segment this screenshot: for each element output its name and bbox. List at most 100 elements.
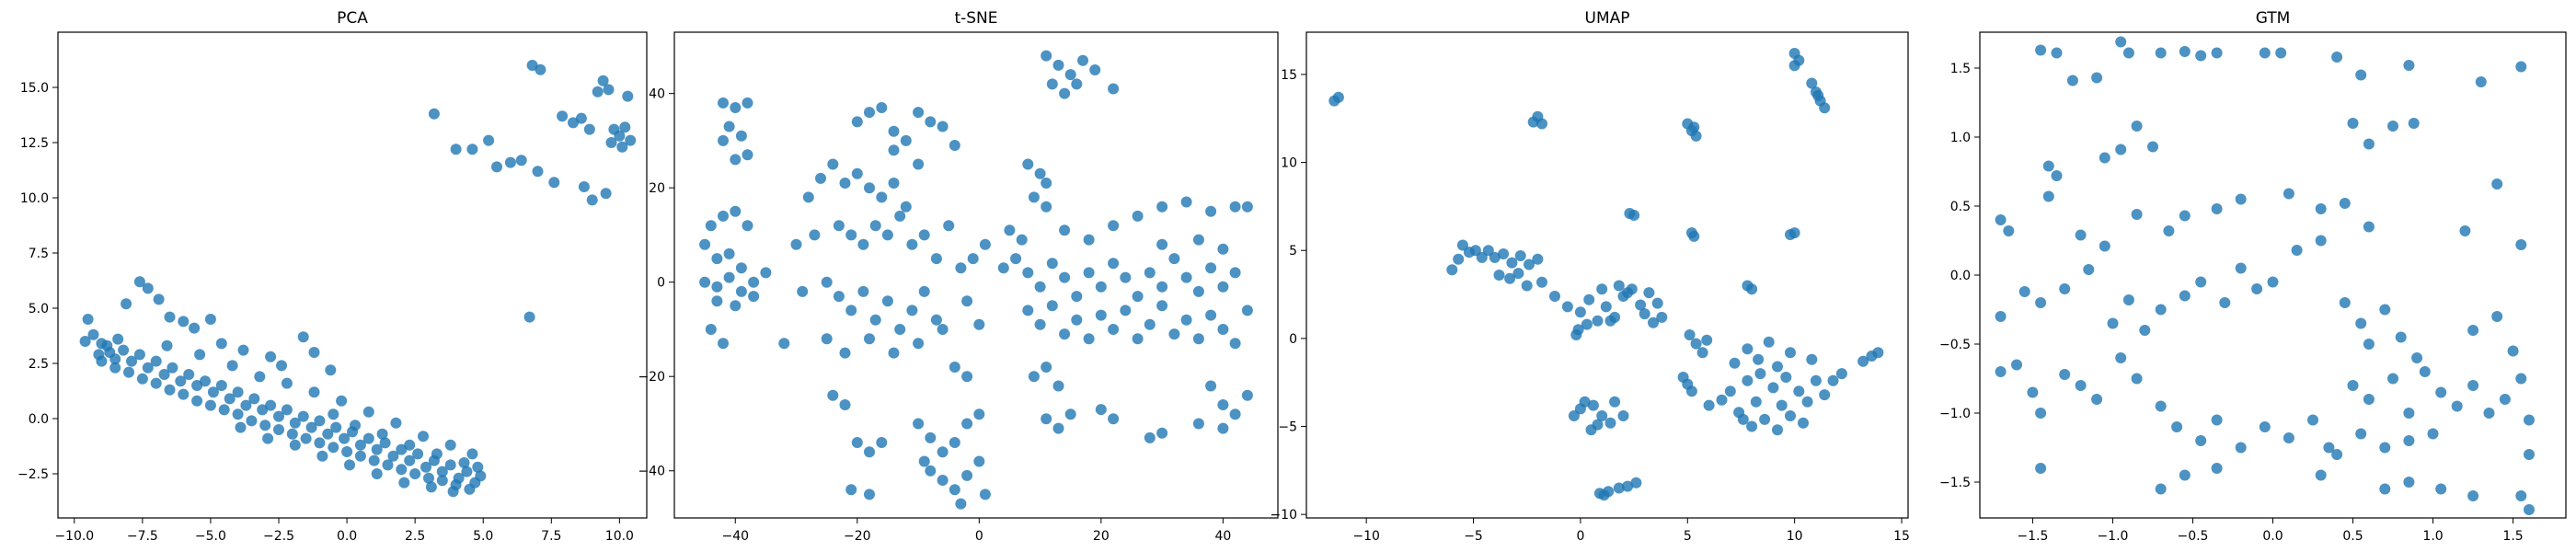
scatter-point (1598, 489, 1610, 501)
scatter-point (1046, 258, 1058, 270)
scatter-point (215, 380, 227, 391)
x-tick-label: 40 (1214, 529, 1231, 544)
scatter-point (845, 484, 857, 496)
scatter-point (888, 347, 900, 359)
scatter-point (297, 331, 309, 343)
scatter-point (1022, 267, 1034, 279)
scatter-point (723, 271, 735, 283)
scatter-point (1132, 333, 1144, 345)
scatter-point (578, 181, 590, 192)
y-tick-label: 20 (649, 181, 665, 196)
scatter-point (1810, 374, 1822, 386)
axes-frame (57, 31, 648, 519)
scatter-point (2251, 283, 2263, 294)
scatter-point (833, 291, 845, 303)
x-tick-label: 5 (1684, 529, 1692, 544)
scatter-point (371, 468, 383, 479)
scatter-point (748, 276, 760, 288)
scatter-point (1041, 201, 1052, 213)
scatter-point (515, 155, 527, 167)
scatter-point (2323, 442, 2335, 454)
scatter-point (2179, 210, 2191, 222)
scatter-point (949, 484, 960, 496)
scatter-point (1806, 77, 1818, 89)
scatter-point (341, 446, 353, 457)
scatter-point (2379, 442, 2391, 454)
scatter-point (918, 229, 930, 241)
scatter-point (133, 276, 145, 288)
scatter-point (276, 360, 287, 372)
scatter-point (1241, 305, 1253, 316)
scatter-point (1046, 300, 1058, 312)
scatter-point (1064, 408, 1076, 420)
scatter-point (2091, 72, 2103, 84)
scatter-point (2131, 209, 2143, 220)
scatter-point (1144, 318, 1156, 330)
scatter-point (362, 432, 374, 444)
scatter-point (1812, 89, 1824, 101)
scatter-point (191, 380, 203, 391)
y-tick-label: −40 (638, 465, 665, 479)
scatter-point (583, 123, 595, 135)
scatter-point (821, 333, 833, 345)
scatter-point (2307, 414, 2318, 426)
scatter-point (368, 454, 380, 466)
scatter-point (265, 351, 277, 362)
scatter-point (207, 386, 219, 398)
scatter-point (2107, 317, 2119, 329)
scatter-point (2403, 435, 2415, 446)
scatter-point (2091, 394, 2103, 405)
chart-panel-umap: UMAP −10 −5 0 5 10 15 −10 −5 0 5 10 15 (1270, 9, 1909, 544)
scatter-point (1041, 50, 1052, 62)
scatter-point (1168, 253, 1180, 265)
scatter-point (1806, 353, 1818, 365)
scatter-point (900, 201, 912, 213)
scatter-point (412, 448, 424, 460)
scatter-point (943, 220, 955, 232)
scatter-point (930, 253, 942, 265)
scatter-point (888, 144, 900, 156)
scatter-point (1746, 420, 1758, 432)
scatter-point (204, 314, 216, 325)
scatter-point (1089, 64, 1101, 75)
scatter-point (705, 324, 717, 335)
scatter-point (2427, 428, 2439, 440)
scatter-point (1083, 234, 1095, 246)
scatter-point (2291, 245, 2303, 256)
scatter-point (2035, 463, 2047, 474)
scatter-point (472, 461, 484, 473)
scatter-point (1034, 318, 1046, 330)
scatter-point (404, 454, 416, 466)
scatter-point (2035, 44, 2047, 56)
scatter-point (2459, 225, 2471, 236)
scatter-point (1750, 396, 1762, 408)
scatter-point (1536, 118, 1547, 130)
scatter-point (232, 408, 244, 420)
y-tick-label: −1.0 (1939, 407, 1971, 421)
scatter-points (699, 50, 1253, 510)
scatter-point (2499, 394, 2511, 405)
x-tick-label: 1.0 (2422, 529, 2443, 544)
scatter-point (281, 377, 293, 389)
scatter-point (1696, 347, 1708, 359)
scatter-point (718, 134, 729, 146)
scatter-point (240, 399, 252, 411)
scatter-point (1742, 374, 1754, 386)
scatter-point (973, 318, 985, 330)
scatter-point (1630, 477, 1642, 489)
scatter-point (246, 415, 258, 427)
scatter-point (961, 295, 973, 307)
scatter-point (1108, 324, 1120, 335)
scatter-point (2408, 118, 2420, 129)
scatter-point (2155, 483, 2167, 495)
scatter-point (833, 220, 845, 232)
scatter-point (790, 238, 802, 250)
scatter-point (1071, 78, 1083, 90)
scatter-point (2211, 47, 2223, 59)
scatter-point (259, 420, 271, 431)
scatter-point (2363, 221, 2375, 233)
scatter-point (167, 362, 178, 374)
scatter-point (150, 377, 162, 389)
scatter-point (925, 431, 937, 443)
scatter-point (730, 300, 742, 312)
